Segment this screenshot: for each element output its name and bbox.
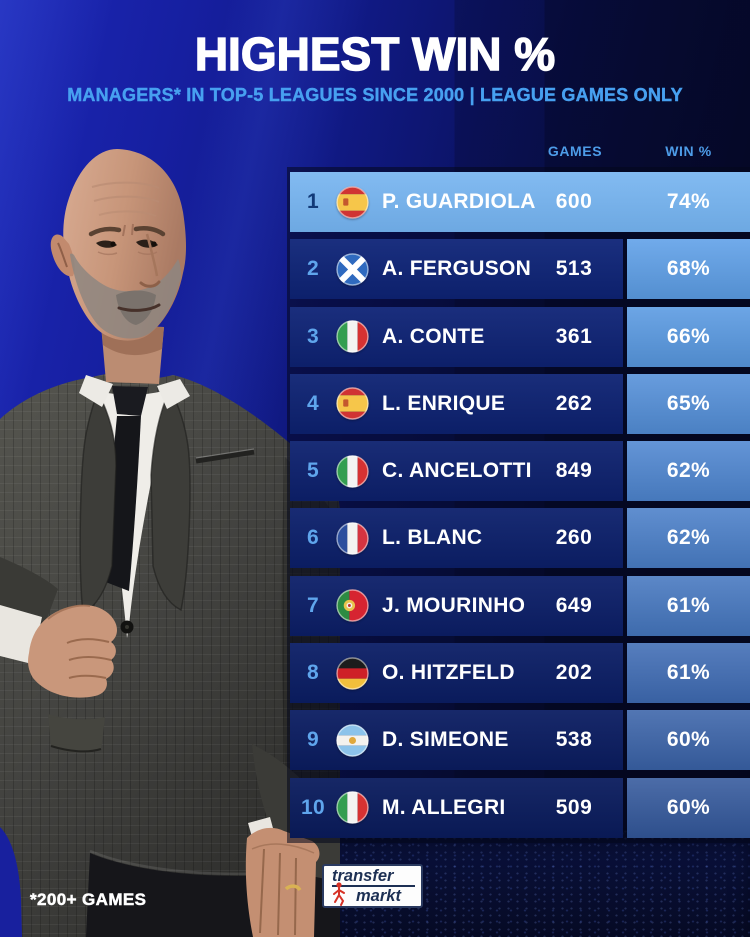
table-row: 1 P. GUARDIOLA 600 74% bbox=[290, 172, 750, 232]
managers-ranking-table: GAMES WIN % 1 P. GUARDIOLA 600 74% 2 A. … bbox=[290, 143, 750, 838]
logo-text-transfer: transfer bbox=[332, 868, 415, 887]
row-main-section: 1 P. GUARDIOLA 600 bbox=[290, 172, 623, 232]
manager-name: P. GUARDIOLA bbox=[382, 190, 536, 213]
rank-number: 5 bbox=[307, 459, 319, 483]
manager-name: J. MOURINHO bbox=[382, 593, 526, 617]
games-count: 649 bbox=[555, 593, 593, 617]
row-main-section: 10 M. ALLEGRI 509 bbox=[290, 777, 623, 838]
win-percentage: 62% bbox=[627, 508, 750, 569]
win-percentage: 68% bbox=[627, 239, 750, 300]
rank-number: 9 bbox=[307, 728, 319, 752]
manager-name: O. HITZFELD bbox=[382, 661, 515, 685]
manager-name: L. BLANC bbox=[382, 526, 483, 550]
win-percentage: 66% bbox=[627, 306, 750, 367]
manager-name: L. ENRIQUE bbox=[382, 391, 506, 415]
manager-name: D. SIMEONE bbox=[382, 728, 509, 752]
rank-number: 8 bbox=[307, 661, 319, 685]
table-row: 7 J. MOURINHO 649 61% bbox=[290, 575, 750, 636]
scotland-flag-icon bbox=[336, 253, 369, 286]
portugal-flag-icon bbox=[336, 589, 369, 622]
row-main-section: 6 L. BLANC 260 bbox=[290, 508, 623, 569]
games-count: 513 bbox=[555, 257, 593, 281]
column-header-win: WIN % bbox=[665, 143, 712, 159]
rank-number: 2 bbox=[307, 257, 319, 281]
row-main-section: 2 A. FERGUSON 513 bbox=[290, 239, 623, 300]
spain-flag-icon bbox=[336, 387, 369, 421]
transfermarkt-logo: transfer markt bbox=[322, 864, 423, 908]
france-flag-icon bbox=[336, 522, 369, 555]
rank-number: 7 bbox=[307, 593, 319, 617]
column-header-games: GAMES bbox=[547, 143, 603, 159]
row-main-section: 3 A. CONTE 361 bbox=[290, 306, 623, 367]
spain-flag-icon bbox=[336, 185, 369, 219]
table-row: 10 M. ALLEGRI 509 60% bbox=[290, 777, 750, 838]
games-count: 509 bbox=[555, 795, 593, 819]
games-count: 600 bbox=[555, 190, 593, 213]
italy-flag-icon bbox=[336, 320, 369, 353]
games-count: 202 bbox=[555, 661, 593, 685]
win-percentage: 74% bbox=[666, 190, 711, 213]
row-main-section: 7 J. MOURINHO 649 bbox=[290, 575, 623, 636]
table-header: GAMES WIN % bbox=[290, 143, 750, 163]
table-row: 4 L. ENRIQUE 262 65% bbox=[290, 373, 750, 434]
rank-number: 1 bbox=[307, 190, 319, 213]
italy-flag-icon bbox=[336, 454, 369, 488]
table-rows: 1 P. GUARDIOLA 600 74% 2 A. FERGUSON 513… bbox=[290, 172, 750, 838]
table-row: 9 D. SIMEONE 538 60% bbox=[290, 710, 750, 771]
italy-flag-icon bbox=[336, 791, 369, 824]
table-row: 2 A. FERGUSON 513 68% bbox=[290, 239, 750, 300]
manager-name: C. ANCELOTTI bbox=[382, 459, 532, 483]
page-title: HIGHEST WIN % bbox=[194, 27, 556, 80]
row-main-section: 4 L. ENRIQUE 262 bbox=[290, 373, 623, 434]
page-subtitle: MANAGERS* IN TOP-5 LEAGUES SINCE 2000 | … bbox=[67, 85, 683, 105]
argentina-flag-icon bbox=[336, 724, 369, 757]
table-row: 8 O. HITZFELD 202 61% bbox=[290, 643, 750, 704]
win-percentage: 61% bbox=[627, 575, 750, 636]
table-row: 3 A. CONTE 361 66% bbox=[290, 306, 750, 367]
win-percentage: 60% bbox=[627, 710, 750, 771]
logo-text-markt: markt bbox=[356, 887, 401, 905]
table-row: 5 C. ANCELOTTI 849 62% bbox=[290, 441, 750, 502]
header: HIGHEST WIN % MANAGERS* IN TOP-5 LEAGUES… bbox=[0, 0, 750, 106]
footnote: *200+ GAMES bbox=[30, 890, 147, 910]
manager-name: A. FERGUSON bbox=[382, 257, 532, 281]
table-row: 6 L. BLANC 260 62% bbox=[290, 508, 750, 569]
rank-number: 6 bbox=[307, 526, 319, 550]
win-percentage: 65% bbox=[627, 373, 750, 434]
manager-name: A. CONTE bbox=[382, 324, 485, 348]
rank-number: 3 bbox=[307, 324, 319, 348]
win-percentage: 62% bbox=[627, 441, 750, 502]
rank-number: 10 bbox=[301, 795, 325, 819]
win-percentage: 60% bbox=[627, 777, 750, 838]
transfermarkt-player-icon bbox=[330, 881, 348, 907]
rank-number: 4 bbox=[307, 391, 319, 415]
row-main-section: 9 D. SIMEONE 538 bbox=[290, 710, 623, 771]
games-count: 849 bbox=[555, 459, 593, 483]
germany-flag-icon bbox=[336, 656, 369, 690]
games-count: 260 bbox=[555, 526, 593, 550]
games-count: 361 bbox=[555, 324, 593, 348]
win-percentage: 61% bbox=[627, 643, 750, 704]
games-count: 538 bbox=[555, 728, 593, 752]
row-main-section: 8 O. HITZFELD 202 bbox=[290, 643, 623, 704]
manager-name: M. ALLEGRI bbox=[382, 795, 506, 819]
games-count: 262 bbox=[555, 391, 593, 415]
row-main-section: 5 C. ANCELOTTI 849 bbox=[290, 441, 623, 502]
